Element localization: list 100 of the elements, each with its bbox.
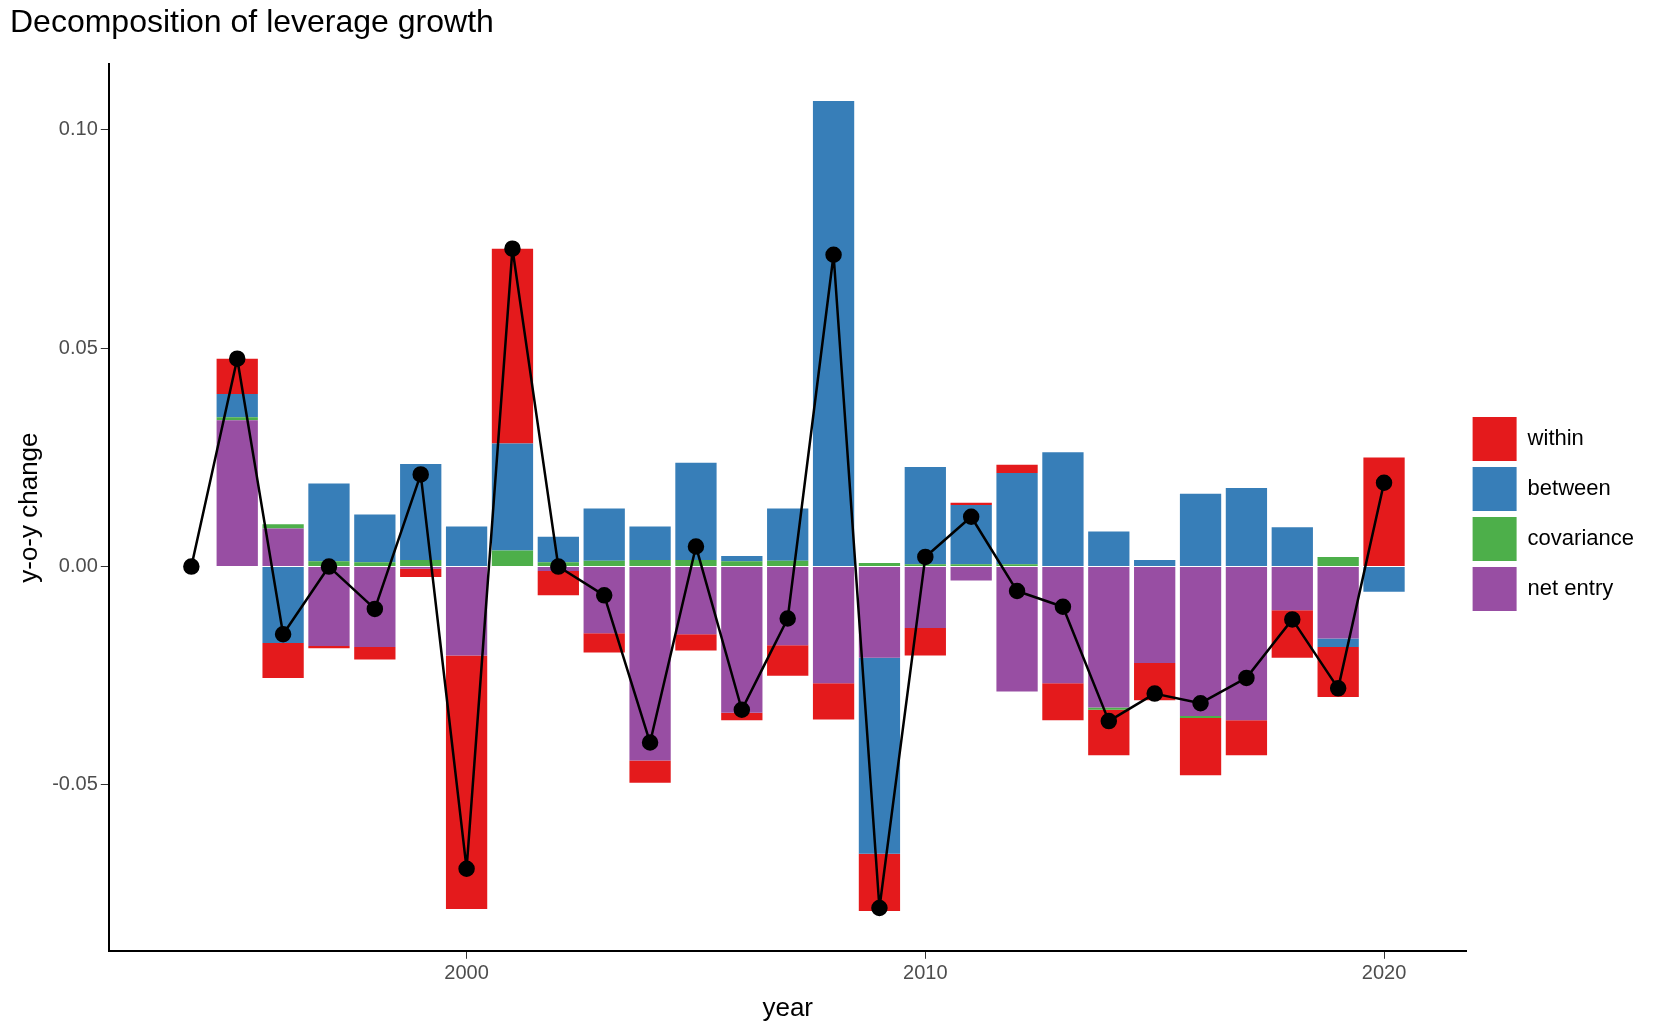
bar (996, 567, 1038, 692)
chart-title: Decomposition of leverage growth (10, 3, 494, 40)
bar (1225, 487, 1268, 567)
point (1238, 669, 1255, 687)
point (274, 625, 292, 643)
y-axis-title: y-o-y change (12, 432, 43, 583)
point (1192, 694, 1209, 712)
bar (1225, 720, 1268, 756)
point (917, 548, 934, 566)
bar (721, 567, 763, 713)
point (228, 350, 246, 367)
bar (1317, 638, 1359, 647)
bar (812, 683, 855, 720)
x-tick-label: 2010 (903, 961, 948, 984)
bar (1179, 718, 1222, 776)
bar (583, 633, 625, 653)
bar (1271, 567, 1313, 611)
bar (354, 646, 396, 660)
point (504, 240, 521, 257)
bar (996, 464, 1038, 474)
point (412, 466, 429, 483)
bar (721, 561, 763, 567)
bar (354, 514, 396, 563)
point (366, 600, 384, 618)
y-tick-label: -0.05 (52, 772, 98, 795)
point (1146, 685, 1163, 702)
legend-label: covariance (1527, 525, 1634, 551)
bar (629, 760, 671, 783)
x-axis-title: year (762, 991, 814, 1022)
bar (262, 642, 304, 678)
bar (629, 567, 671, 761)
point (687, 538, 705, 555)
bar (1363, 457, 1405, 567)
point (825, 246, 842, 264)
point (779, 610, 796, 627)
bar (1088, 567, 1130, 708)
y-tick-label: 0.05 (58, 335, 98, 358)
point (1284, 611, 1301, 628)
point (183, 558, 200, 575)
bar (1134, 560, 1176, 567)
bar (1134, 567, 1176, 664)
bar (858, 657, 901, 854)
bar (583, 508, 625, 561)
bar (1271, 527, 1313, 567)
bar (262, 528, 304, 567)
y-tick-label: 0.00 (58, 554, 98, 577)
bar (812, 101, 855, 567)
bar (767, 645, 809, 676)
point (1054, 598, 1072, 615)
bar (1179, 567, 1222, 716)
bar (262, 524, 304, 529)
bar (1088, 531, 1130, 567)
bar (675, 462, 717, 560)
point (550, 558, 567, 575)
point (1100, 712, 1118, 730)
point (1375, 474, 1393, 491)
bar (812, 567, 855, 684)
bar (308, 483, 350, 562)
bar (1317, 567, 1359, 639)
bar (400, 560, 442, 567)
bar (583, 560, 625, 567)
bar (1042, 683, 1084, 721)
bar (858, 563, 901, 567)
bar (1179, 715, 1222, 719)
point (871, 899, 888, 917)
bar (904, 628, 946, 656)
bar (950, 567, 992, 581)
x-tick-label: 2020 (1361, 961, 1407, 984)
bar (1179, 493, 1222, 567)
point (962, 508, 980, 526)
legend-label: within (1526, 425, 1584, 451)
legend-label: net entry (1527, 575, 1614, 601)
x-tick-label: 2000 (444, 961, 489, 984)
bar (216, 420, 258, 567)
point (1008, 582, 1026, 600)
point (1329, 680, 1347, 697)
bar (491, 443, 534, 551)
bar (308, 646, 350, 649)
bar (721, 556, 763, 562)
bar (1317, 556, 1359, 567)
bar (675, 634, 717, 651)
bar (858, 567, 901, 658)
bar (629, 560, 671, 567)
bar (1042, 567, 1084, 684)
point (641, 734, 659, 751)
bar (308, 567, 350, 647)
bar (400, 568, 442, 578)
bar (445, 567, 488, 656)
bar (537, 570, 579, 596)
bar (950, 502, 992, 505)
bar (445, 526, 488, 567)
point (320, 558, 338, 575)
bar (767, 508, 809, 561)
bar (354, 562, 396, 567)
bar (629, 526, 671, 560)
legend-label: between (1527, 475, 1611, 501)
bar (904, 567, 946, 629)
point (458, 860, 475, 877)
bar (491, 550, 534, 567)
y-tick-label: 0.10 (58, 117, 98, 140)
